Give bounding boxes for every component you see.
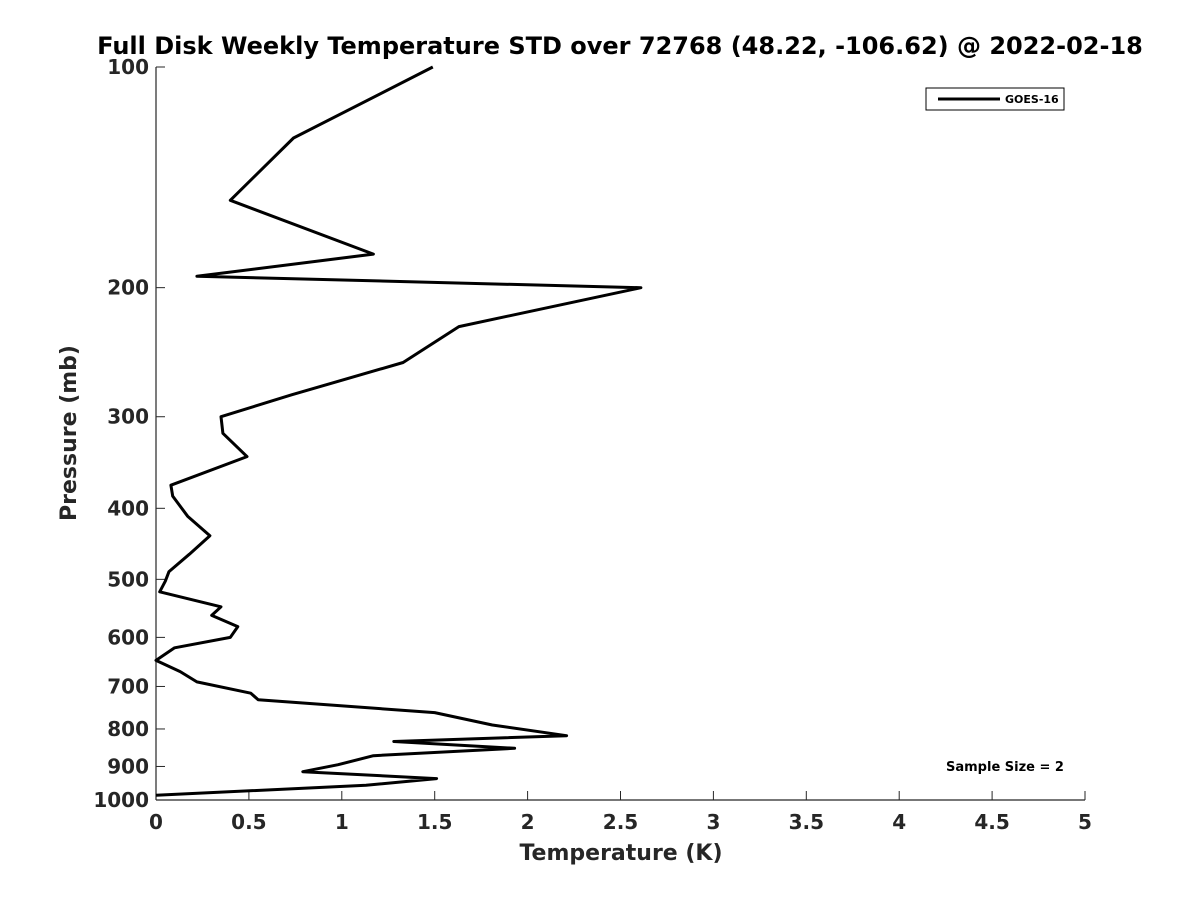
x-axis-label: Temperature (K) xyxy=(519,841,722,866)
x-tick-label: 2.5 xyxy=(603,810,638,834)
series-line-goes-16 xyxy=(154,65,643,797)
x-tick-label: 5 xyxy=(1078,810,1092,834)
y-axis-ticks: 100 200 300 400 500 600 700 800 900 1000 xyxy=(93,55,165,812)
x-tick-label: 1 xyxy=(335,810,349,834)
y-tick-label: 700 xyxy=(107,674,149,698)
x-tick-label: 1.5 xyxy=(417,810,452,834)
y-tick-label: 1000 xyxy=(93,788,149,812)
x-tick-label: 3 xyxy=(706,810,720,834)
chart-title: Full Disk Weekly Temperature STD over 72… xyxy=(97,32,1143,60)
x-tick-label: 4 xyxy=(892,810,906,834)
y-tick-label: 500 xyxy=(107,567,149,591)
y-tick-label: 400 xyxy=(107,496,149,520)
legend-label-goes-16: GOES-16 xyxy=(1005,93,1059,106)
x-tick-label: 0 xyxy=(149,810,163,834)
y-tick-label: 800 xyxy=(107,717,149,741)
sample-size-annotation: Sample Size = 2 xyxy=(946,760,1064,775)
x-tick-label: 2 xyxy=(521,810,535,834)
y-tick-label: 600 xyxy=(107,625,149,649)
x-axis-ticks: 0 0.5 1 1.5 2 2.5 3 3.5 4 4.5 5 xyxy=(149,791,1092,834)
x-tick-label: 4.5 xyxy=(974,810,1009,834)
x-tick-label: 3.5 xyxy=(789,810,824,834)
y-tick-label: 100 xyxy=(107,55,149,79)
axes xyxy=(155,67,1085,801)
legend: GOES-16 xyxy=(925,87,1065,111)
series-layer xyxy=(154,65,643,797)
y-tick-label: 200 xyxy=(107,276,149,300)
y-axis-label: Pressure (mb) xyxy=(57,345,82,521)
x-tick-label: 0.5 xyxy=(231,810,266,834)
y-tick-label: 300 xyxy=(107,405,149,429)
y-tick-label: 900 xyxy=(107,754,149,778)
